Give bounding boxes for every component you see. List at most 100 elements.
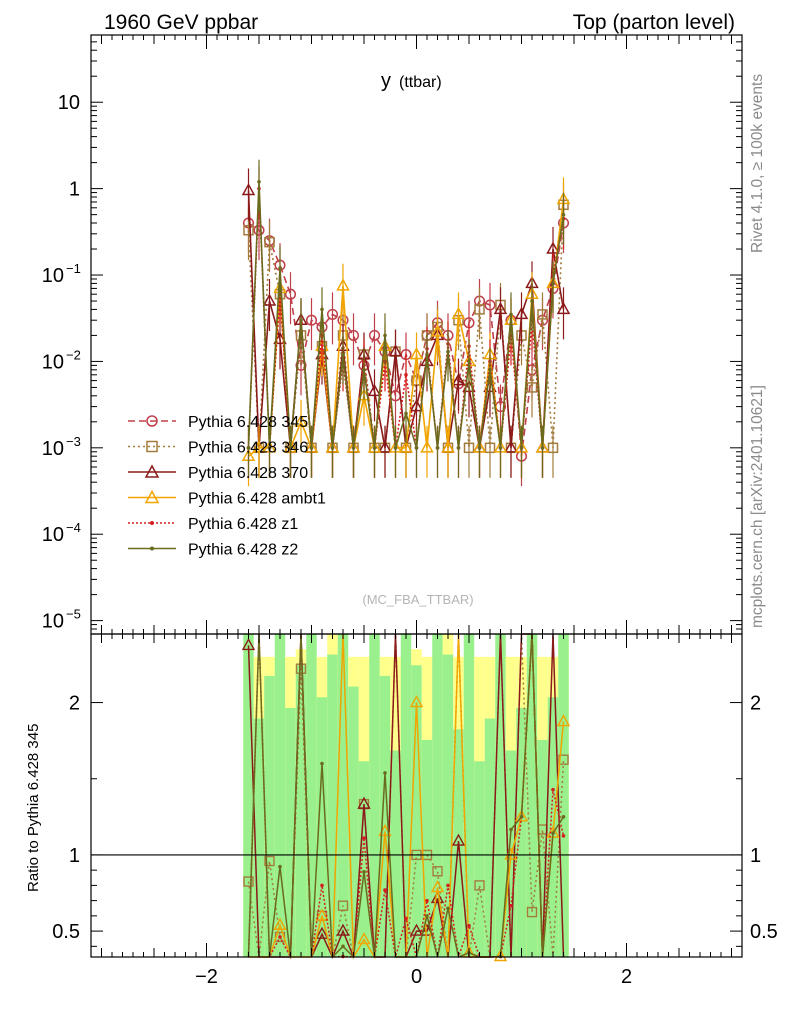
data-point — [252, 440, 266, 453]
ratio-band-green — [253, 718, 265, 957]
ratio-point — [551, 831, 555, 835]
ratio-point — [404, 916, 408, 921]
y-tick-exponent: −5 — [66, 607, 81, 622]
data-point — [388, 344, 403, 357]
data-point — [362, 367, 366, 372]
data-point — [378, 440, 392, 453]
y-tick-exponent: −1 — [66, 261, 81, 276]
data-point — [243, 224, 254, 236]
ratio-point — [474, 880, 485, 891]
data-point — [330, 446, 335, 450]
ratio-point — [315, 908, 329, 921]
y-tick-label: 10 — [42, 351, 64, 373]
data-point — [467, 359, 471, 364]
data-point — [430, 324, 445, 337]
ratio-point — [320, 761, 324, 766]
data-point — [404, 411, 408, 416]
data-point — [264, 236, 275, 248]
y-tick-label: 10 — [42, 265, 64, 287]
ratio-point — [273, 917, 287, 930]
ratio-band-green — [306, 634, 317, 957]
data-point — [537, 309, 548, 320]
data-point — [336, 278, 350, 291]
data-point — [341, 352, 345, 357]
ratio-band-green — [411, 665, 422, 957]
ratio-point — [425, 898, 429, 903]
ratio-point — [337, 900, 349, 911]
ratio-band-green — [474, 761, 485, 957]
ratio-tick-label-left: 2 — [69, 693, 80, 715]
data-point — [498, 446, 503, 450]
ratio-point — [357, 932, 371, 945]
legend-label: Pythia 6.428 346 — [188, 440, 308, 457]
ratio-point — [561, 834, 566, 838]
data-point — [488, 367, 492, 372]
rivet-label: Rivet 4.1.0, ≥ 100k events — [749, 74, 766, 253]
ratio-point — [243, 876, 254, 887]
data-point — [351, 446, 356, 450]
ratio-point — [432, 866, 443, 877]
chart-title-sub: (ttbar) — [399, 74, 442, 91]
ratio-point — [264, 855, 275, 867]
chart-title: y (ttbar) — [381, 70, 442, 92]
ratio-band-green — [442, 654, 454, 957]
legend-marker — [144, 464, 160, 478]
ratio-point — [241, 637, 256, 651]
ratio-point — [425, 914, 429, 918]
ratio-point — [430, 890, 445, 904]
ratio-point — [556, 714, 571, 727]
data-point — [414, 446, 419, 450]
data-point — [484, 442, 496, 454]
ratio-band-green — [316, 697, 328, 957]
ratio-band-green — [400, 634, 412, 957]
legend: Pythia 6.428 345 Pythia 6.428 346 Pythia 6… — [128, 414, 326, 559]
ratio-band-green — [264, 675, 275, 957]
data-point — [547, 442, 559, 454]
ratio-band-green — [327, 654, 338, 957]
ratio-ylabel: Ratio to Pythia 6.428 345 — [25, 724, 42, 892]
data-point — [493, 301, 508, 315]
ratio-point — [446, 883, 450, 888]
data-point — [368, 329, 381, 341]
ratio-tick-label-right: 2 — [750, 693, 761, 715]
ratio-point — [514, 809, 529, 822]
legend-label: Pythia 6.428 ambt1 — [188, 491, 326, 508]
data-point — [540, 446, 545, 450]
data-point — [299, 318, 303, 323]
x-tick-label: −2 — [195, 966, 218, 988]
data-point — [561, 212, 566, 217]
ratio-point — [430, 880, 445, 893]
x-tick-label: 2 — [621, 966, 632, 988]
y-tick-exponent: −4 — [66, 520, 81, 535]
ratio-band-green — [295, 665, 307, 957]
ratio-band-green — [285, 707, 296, 957]
ratio-point — [420, 923, 434, 936]
data-point — [278, 266, 282, 270]
ratio-point — [278, 935, 282, 939]
ratio-point — [383, 888, 387, 892]
ratio-point — [336, 923, 350, 936]
ratio-band-green — [243, 634, 254, 957]
data-point — [383, 333, 387, 338]
data-point — [477, 446, 482, 450]
data-point — [393, 446, 398, 450]
data-point — [404, 373, 408, 377]
y-tick-label: 10 — [58, 92, 80, 114]
data-point — [309, 446, 314, 450]
data-point — [305, 314, 318, 326]
watermark: (MC_FBA_TTBAR) — [362, 592, 473, 607]
ratio-point — [561, 815, 566, 819]
legend-marker — [146, 440, 158, 453]
ratio-point — [509, 903, 513, 908]
data-point — [451, 306, 466, 320]
ratio-point — [409, 695, 424, 708]
data-point — [551, 281, 555, 286]
ratio-point — [526, 906, 538, 918]
ratio-point — [357, 796, 371, 809]
data-point — [435, 446, 440, 450]
data-point — [451, 373, 466, 386]
legend-label: Pythia 6.428 z2 — [188, 542, 298, 559]
data-point — [514, 306, 529, 320]
data-point — [372, 446, 377, 450]
